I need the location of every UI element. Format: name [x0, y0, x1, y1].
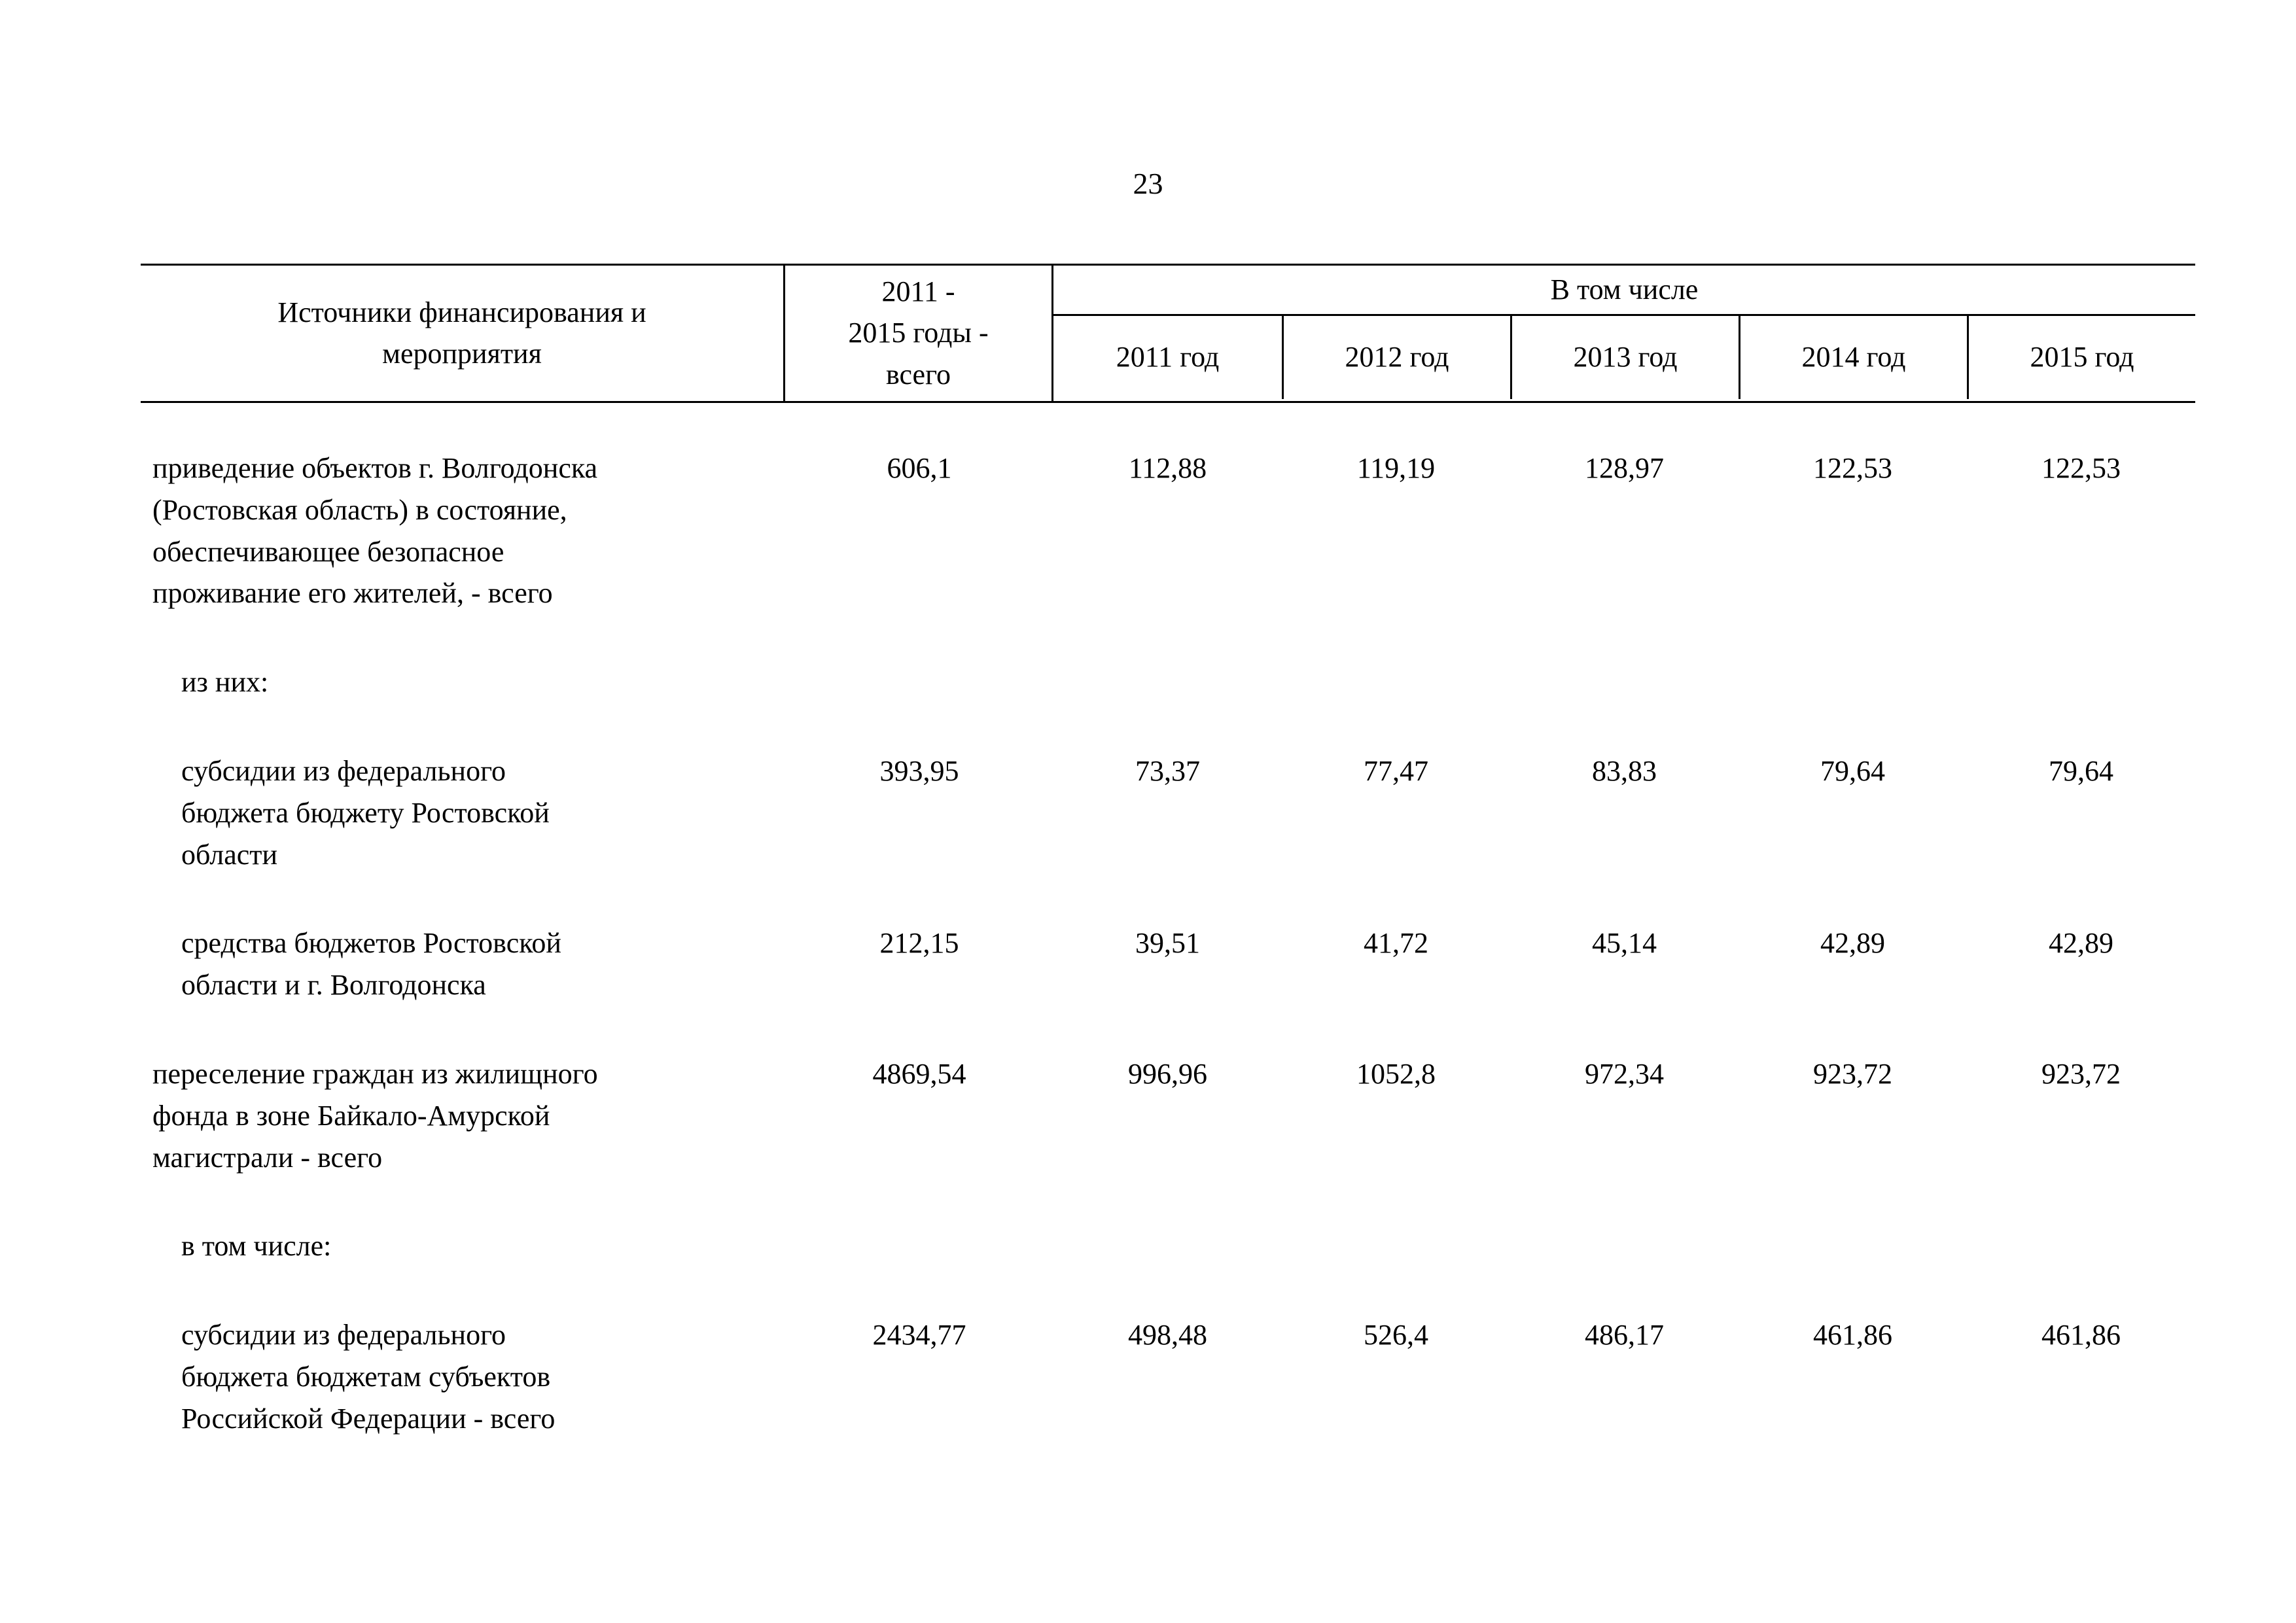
row-value-2011: 996,96	[1128, 1058, 1207, 1091]
row-value-2014: 461,86	[1813, 1319, 1892, 1352]
table-row: из них:	[141, 661, 2195, 703]
row-label: переселение граждан из жилищного фонда в…	[152, 1058, 598, 1174]
row-value-2014: 79,64	[1820, 755, 1885, 788]
header-total-column: 2011 - 2015 годы - всего	[785, 265, 1053, 402]
header-year-2014: 2014 год	[1739, 315, 1967, 399]
row-value-2011: 498,48	[1128, 1319, 1207, 1352]
table-row: переселение граждан из жилищного фонда в…	[141, 1053, 2195, 1178]
header-sources-column: Источники финансирования и мероприятия	[141, 265, 785, 402]
row-value-2013: 128,97	[1585, 452, 1664, 485]
row-value-2015: 122,53	[2041, 452, 2121, 485]
row-value-2014: 923,72	[1813, 1058, 1892, 1091]
table-row: приведение объектов г. Волгодонска (Рост…	[141, 447, 2195, 614]
row-value-2014: 122,53	[1813, 452, 1892, 485]
row-value-2015: 42,89	[2049, 927, 2113, 960]
table-body: приведение объектов г. Волгодонска (Рост…	[141, 403, 2195, 1440]
document-page: 23 Источники финансирования и мероприяти…	[141, 167, 2195, 1440]
row-value-total: 212,15	[879, 927, 959, 960]
row-value-2011: 39,51	[1135, 927, 1200, 960]
table-row: субсидии из федерального бюджета бюджета…	[141, 1314, 2195, 1439]
row-value-2011: 73,37	[1135, 755, 1200, 788]
header-year-group: В том числе 2011 год 2012 год 2013 год 2…	[1053, 266, 2195, 401]
row-value-2011: 112,88	[1128, 452, 1207, 485]
row-value-total: 4869,54	[872, 1058, 966, 1091]
row-value-2013: 486,17	[1585, 1319, 1664, 1352]
financing-table: Источники финансирования и мероприятия 2…	[141, 263, 2195, 1440]
header-years-row: 2011 год 2012 год 2013 год 2014 год 2015…	[1053, 315, 2195, 399]
row-value-2012: 526,4	[1364, 1319, 1428, 1352]
header-year-2012: 2012 год	[1282, 315, 1510, 399]
row-value-2012: 119,19	[1356, 452, 1436, 485]
table-row: субсидии из федерального бюджета бюджету…	[141, 750, 2195, 875]
row-value-total: 606,1	[887, 452, 952, 485]
row-value-2015: 79,64	[2049, 755, 2113, 788]
table-row: в том числе:	[141, 1225, 2195, 1267]
row-label: приведение объектов г. Волгодонска (Рост…	[152, 452, 598, 610]
header-year-2015: 2015 год	[1967, 315, 2195, 399]
header-year-2011: 2011 год	[1116, 341, 1220, 374]
row-value-2012: 77,47	[1364, 755, 1428, 788]
header-year-2013: 2013 год	[1510, 315, 1739, 399]
row-label: в том числе:	[181, 1230, 332, 1263]
row-label: субсидии из федерального бюджета бюджета…	[181, 1319, 556, 1435]
row-label: субсидии из федерального бюджета бюджету…	[181, 755, 550, 871]
page-number: 23	[1133, 167, 1163, 200]
row-value-2012: 41,72	[1364, 927, 1428, 960]
table-header: Источники финансирования и мероприятия 2…	[141, 263, 2195, 404]
row-value-2012: 1052,8	[1356, 1058, 1436, 1091]
row-value-2013: 83,83	[1592, 755, 1657, 788]
row-value-2013: 972,34	[1585, 1058, 1664, 1091]
table-row: средства бюджетов Ростовской области и г…	[141, 922, 2195, 1006]
row-label: средства бюджетов Ростовской области и г…	[181, 927, 561, 1002]
row-value-2015: 923,72	[2041, 1058, 2121, 1091]
row-value-total: 2434,77	[872, 1319, 966, 1352]
row-value-2013: 45,14	[1592, 927, 1657, 960]
row-label: из них:	[181, 666, 269, 699]
row-value-2014: 42,89	[1820, 927, 1885, 960]
row-value-2015: 461,86	[2041, 1319, 2121, 1352]
header-group-label: В том числе	[1053, 266, 2195, 316]
row-value-total: 393,95	[879, 755, 959, 788]
